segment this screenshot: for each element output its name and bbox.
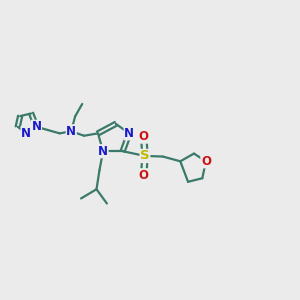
- Text: N: N: [98, 145, 108, 158]
- Text: S: S: [140, 149, 150, 162]
- Text: O: O: [139, 130, 149, 143]
- Text: N: N: [66, 125, 76, 138]
- Text: N: N: [124, 127, 134, 140]
- Text: N: N: [32, 120, 41, 133]
- Text: O: O: [139, 169, 149, 182]
- Text: N: N: [21, 127, 31, 140]
- Text: O: O: [201, 155, 211, 168]
